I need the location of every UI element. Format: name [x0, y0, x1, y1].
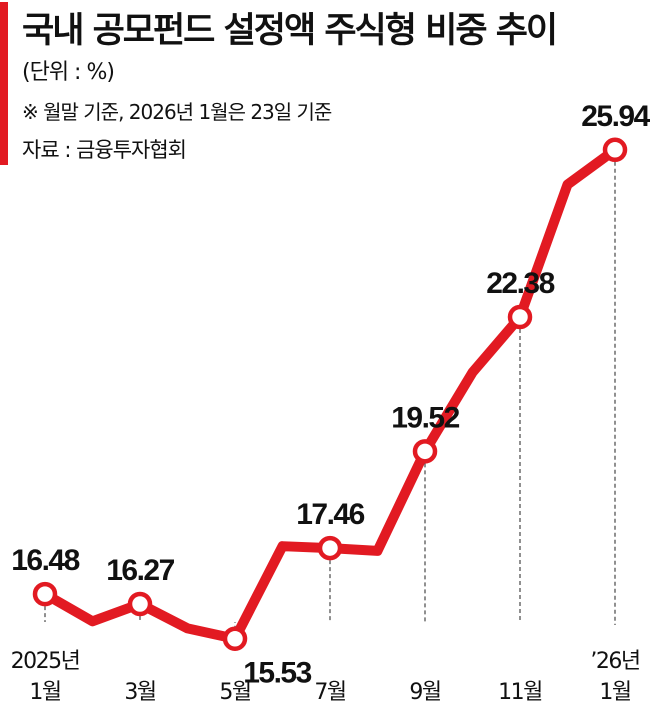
title-accent-bar	[0, 2, 8, 165]
data-label: 16.48	[11, 544, 79, 577]
x-tick-label: 1월	[599, 680, 630, 705]
data-point-marker	[222, 626, 248, 651]
source-text: 자료 : 금융투자협회	[22, 138, 187, 162]
data-point-marker	[127, 591, 153, 617]
chart-title: 국내 공모펀드 설정액 주식형 비중 추이	[22, 11, 558, 51]
data-point-marker	[32, 581, 58, 607]
note-text: ※ 월말 기준, 2026년 1월은 23일 기준	[22, 100, 332, 124]
data-label: 25.94	[581, 100, 650, 133]
x-tick-label: 1월	[29, 680, 60, 705]
unit-label: (단위 : %)	[22, 60, 115, 85]
x-tick-label: 11월	[498, 680, 542, 705]
data-label: 15.53	[243, 657, 311, 690]
data-label: 22.38	[486, 267, 554, 300]
data-label: 17.46	[296, 498, 364, 531]
x-tick-label: 7월	[314, 680, 345, 705]
data-label: 16.27	[106, 554, 174, 587]
data-point-marker	[507, 304, 533, 330]
x-tick-label: 5월	[219, 680, 250, 705]
data-point-marker	[602, 137, 628, 163]
data-point-marker	[412, 439, 438, 464]
x-tick-year-label: ’26년	[590, 649, 639, 674]
data-point-marker	[317, 535, 343, 561]
x-tick-label: 3월	[124, 680, 155, 705]
data-label: 19.52	[391, 401, 459, 434]
x-tick-label: 9월	[409, 680, 440, 705]
x-tick-year-label: 2025년	[11, 649, 80, 674]
